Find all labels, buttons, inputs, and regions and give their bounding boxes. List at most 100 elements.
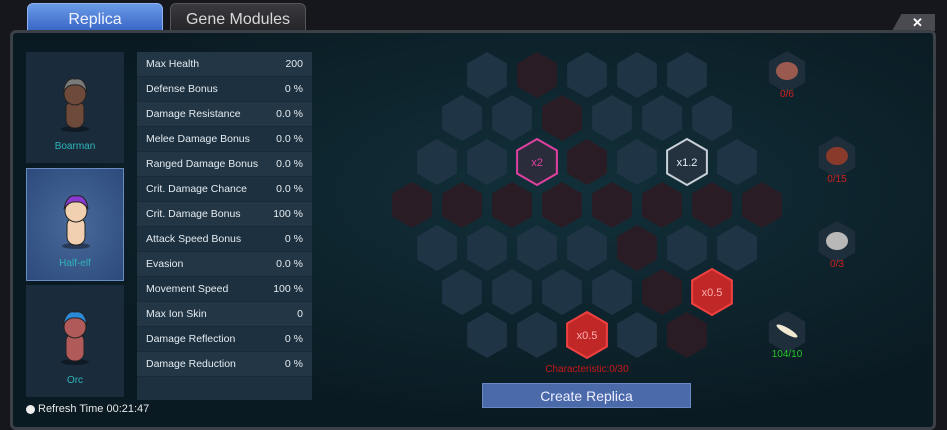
stat-value: 0.0 %	[276, 133, 303, 145]
material-count: 0/3	[830, 259, 844, 270]
character-avatar	[62, 195, 90, 249]
multiplier-label: x0.5	[702, 287, 723, 299]
hex-slot-empty[interactable]	[467, 52, 507, 98]
stat-value: 0 %	[284, 333, 303, 345]
race-name: Half-elf	[59, 258, 91, 269]
race-portrait-orc[interactable]: Orc	[26, 285, 124, 397]
hex-slot-empty[interactable]	[667, 52, 707, 98]
stat-label: Crit. Damage Bonus	[146, 208, 241, 220]
stat-label: Damage Resistance	[146, 108, 241, 120]
stat-row: Damage Reflection 0 %	[137, 327, 312, 352]
hex-slot-empty[interactable]	[692, 95, 732, 141]
hex-slot-locked[interactable]	[742, 182, 782, 228]
hex-slot-empty[interactable]	[667, 225, 707, 271]
stat-label: Ranged Damage Bonus	[146, 158, 259, 170]
race-portrait-half-elf[interactable]: Half-elf	[26, 168, 124, 281]
refresh-timer: Refresh Time 00:21:47	[26, 403, 149, 415]
hex-slot-locked[interactable]	[517, 52, 557, 98]
hex-slot-locked[interactable]	[692, 182, 732, 228]
hex-slot-empty[interactable]	[717, 225, 757, 271]
multiplier-label: x2	[531, 157, 543, 169]
material-count: 0/15	[827, 174, 847, 185]
hex-slot-empty[interactable]	[442, 95, 482, 141]
hex-slot-locked[interactable]	[542, 182, 582, 228]
hex-slot-locked[interactable]	[542, 95, 582, 141]
multiplier-label: x0.5	[577, 330, 598, 342]
stat-value: 0.0 %	[276, 183, 303, 195]
hex-gene-x1-2[interactable]: x1.2	[666, 137, 708, 187]
hex-slot-empty[interactable]	[492, 95, 532, 141]
stat-label: Evasion	[146, 258, 184, 270]
hex-slot-empty[interactable]	[617, 139, 657, 185]
stat-row: Max Health 200	[137, 52, 312, 77]
stat-label: Damage Reflection	[146, 333, 236, 345]
hex-slot-empty[interactable]	[567, 225, 607, 271]
fur-icon	[826, 232, 848, 250]
stat-value: 100 %	[273, 283, 303, 295]
hex-gene-x2[interactable]: x2	[516, 137, 558, 187]
hex-slot-empty[interactable]	[467, 225, 507, 271]
bone-icon	[776, 324, 798, 338]
stat-value: 100 %	[273, 208, 303, 220]
stat-label: Damage Reduction	[146, 358, 236, 370]
hex-slot-locked[interactable]	[617, 225, 657, 271]
stat-label: Defense Bonus	[146, 83, 218, 95]
stat-value: 0.0 %	[276, 158, 303, 170]
hex-slot-empty[interactable]	[467, 312, 507, 358]
hex-slot-empty[interactable]	[617, 312, 657, 358]
create-replica-button[interactable]: Create Replica	[482, 383, 691, 408]
stat-value: 0.0 %	[276, 108, 303, 120]
stat-label: Movement Speed	[146, 283, 229, 295]
multiplier-label: x1.2	[677, 157, 698, 169]
hex-slot-locked[interactable]	[442, 182, 482, 228]
hex-slot-empty[interactable]	[717, 139, 757, 185]
hex-slot-locked[interactable]	[642, 269, 682, 315]
hex-slot-empty[interactable]	[617, 52, 657, 98]
hex-slot-empty[interactable]	[417, 225, 457, 271]
hex-slot-empty[interactable]	[567, 52, 607, 98]
material-count: 104/10	[771, 349, 803, 360]
hex-slot-empty[interactable]	[592, 95, 632, 141]
hex-gene-x0-5[interactable]: x0.5	[566, 310, 608, 360]
hex-slot-locked[interactable]	[592, 182, 632, 228]
character-avatar	[61, 311, 89, 365]
hex-slot-empty[interactable]	[442, 269, 482, 315]
close-button[interactable]: ✕	[892, 14, 935, 31]
refresh-time-text: Refresh Time 00:21:47	[38, 403, 150, 415]
leaf-icon	[826, 147, 848, 165]
hex-slot-empty[interactable]	[592, 269, 632, 315]
stat-row: Crit. Damage Bonus 100 %	[137, 202, 312, 227]
race-portrait-boarman[interactable]: Boarman	[26, 52, 124, 163]
stat-value: 0.0 %	[276, 258, 303, 270]
stat-value: 0	[297, 308, 303, 320]
tab-replica[interactable]: Replica	[27, 3, 163, 33]
stat-row: Evasion 0.0 %	[137, 252, 312, 277]
hex-gene-x0-5[interactable]: x0.5	[691, 267, 733, 317]
stat-label: Melee Damage Bonus	[146, 133, 250, 145]
stat-value: 0 %	[284, 233, 303, 245]
stat-row: Movement Speed 100 %	[137, 277, 312, 302]
hex-slot-empty[interactable]	[542, 269, 582, 315]
stat-row: Crit. Damage Chance 0.0 %	[137, 177, 312, 202]
hex-slot-empty[interactable]	[642, 95, 682, 141]
hex-slot-locked[interactable]	[667, 312, 707, 358]
hex-slot-empty[interactable]	[467, 139, 507, 185]
hex-slot-empty[interactable]	[517, 312, 557, 358]
hex-slot-empty[interactable]	[517, 225, 557, 271]
hex-slot-locked[interactable]	[642, 182, 682, 228]
hex-slot-empty[interactable]	[417, 139, 457, 185]
hex-slot-locked[interactable]	[392, 182, 432, 228]
stats-panel: Max Health 200 Defense Bonus 0 % Damage Resi…	[137, 52, 312, 400]
stat-row: Damage Reduction 0 %	[137, 352, 312, 377]
stat-value: 0 %	[284, 83, 303, 95]
stat-row: Max Ion Skin 0	[137, 302, 312, 327]
hex-slot-locked[interactable]	[492, 182, 532, 228]
stat-label: Attack Speed Bonus	[146, 233, 242, 245]
hex-slot-locked[interactable]	[567, 139, 607, 185]
stat-row: Attack Speed Bonus 0 %	[137, 227, 312, 252]
hex-slot-empty[interactable]	[492, 269, 532, 315]
character-avatar	[61, 78, 89, 132]
race-name: Boarman	[54, 141, 96, 152]
stat-value: 0 %	[284, 358, 303, 370]
meat-icon	[776, 62, 798, 80]
